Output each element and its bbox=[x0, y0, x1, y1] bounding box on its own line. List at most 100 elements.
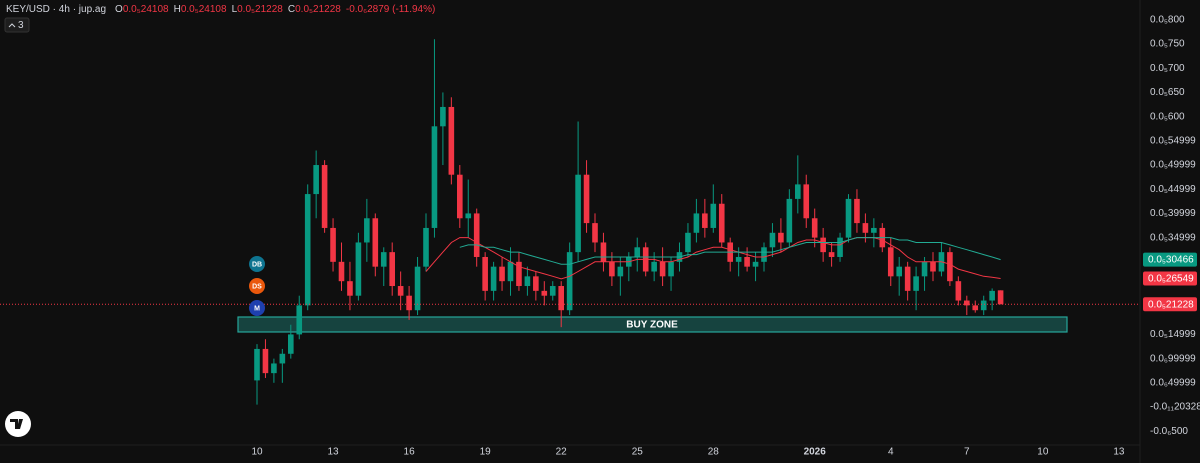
candle-body bbox=[566, 252, 573, 311]
candle-body bbox=[668, 261, 674, 277]
price-label-box bbox=[1143, 297, 1197, 312]
candle-body bbox=[930, 261, 936, 272]
chevron[interactable] bbox=[8, 23, 16, 28]
candle-body bbox=[997, 290, 1004, 305]
candle-body bbox=[482, 256, 488, 291]
x-tick-label: 28 bbox=[708, 447, 720, 458]
candle-body bbox=[364, 218, 370, 243]
candle-body bbox=[769, 232, 776, 248]
candle-body bbox=[516, 261, 522, 287]
y-tick-label: 0.0₅49999 bbox=[1150, 160, 1196, 171]
ohlc-value: 0.0₅21228 bbox=[295, 4, 341, 15]
candle-body bbox=[583, 174, 590, 224]
candle-body bbox=[702, 213, 708, 228]
candle-body bbox=[380, 252, 387, 267]
candle-body bbox=[440, 106, 446, 127]
badge[interactable] bbox=[249, 256, 265, 272]
ma-line bbox=[459, 237, 1001, 265]
candle-body bbox=[431, 126, 438, 228]
price-label: 0.0₅26549 bbox=[1148, 274, 1194, 285]
price-label: 0.0₅30466 bbox=[1148, 255, 1194, 266]
candle-body bbox=[744, 256, 750, 267]
candle-body bbox=[524, 276, 531, 287]
candle-body bbox=[558, 286, 564, 311]
badge-text: DB bbox=[252, 261, 262, 268]
candle-body bbox=[321, 165, 328, 228]
toggle-box[interactable] bbox=[4, 17, 30, 33]
candle-body bbox=[735, 256, 742, 262]
candle-body bbox=[254, 348, 260, 381]
x-tick-label: 2026 bbox=[804, 447, 827, 458]
badge[interactable] bbox=[249, 278, 265, 294]
candle-body bbox=[871, 227, 877, 233]
legend: KEY/USD · 4h · jup.ag O0.0₅24108 H0.0₅2410… bbox=[6, 4, 435, 15]
candle-body bbox=[718, 203, 725, 243]
y-tick-label: 0.0₅54999 bbox=[1150, 135, 1196, 146]
candle-body bbox=[499, 266, 505, 282]
candle-body bbox=[955, 281, 962, 301]
indicator-toggle[interactable]: 3 bbox=[4, 17, 30, 33]
indicator-count[interactable]: 3 bbox=[18, 20, 24, 31]
candle-body bbox=[465, 213, 472, 219]
candle-body bbox=[457, 174, 463, 219]
candle-body bbox=[854, 198, 860, 224]
ohlc-key: L bbox=[232, 4, 238, 15]
candle-body bbox=[448, 106, 455, 175]
candle-body bbox=[423, 227, 429, 267]
ma-line bbox=[425, 237, 1001, 280]
x-tick-label: 10 bbox=[1037, 447, 1049, 458]
price-label: 0.0₅21228 bbox=[1148, 299, 1194, 310]
candle-body bbox=[845, 198, 852, 238]
y-tick-label: -0.0₁₁20328 bbox=[1150, 402, 1200, 413]
candle-body bbox=[761, 247, 767, 262]
candle-body bbox=[904, 266, 911, 291]
y-tick-label: 0.0₅44999 bbox=[1150, 184, 1196, 195]
candle-body bbox=[355, 242, 362, 296]
candle-body bbox=[685, 232, 691, 253]
candle-body bbox=[634, 247, 641, 257]
candle-body bbox=[313, 165, 319, 195]
candle-body bbox=[592, 223, 598, 243]
tv-logo[interactable] bbox=[5, 411, 31, 437]
candle-body bbox=[533, 276, 539, 291]
badge-text: DS bbox=[252, 283, 262, 290]
y-tick-label: 0.0₆49999 bbox=[1150, 377, 1196, 388]
badge-text: M bbox=[254, 305, 260, 312]
candle-body bbox=[651, 261, 657, 272]
x-tick-label: 10 bbox=[251, 447, 263, 458]
change: -0.0₆2879 (-11.94%) bbox=[346, 4, 435, 15]
candle-body bbox=[271, 363, 277, 374]
x-tick-label: 22 bbox=[556, 447, 568, 458]
y-tick-label: 0.0₅39999 bbox=[1150, 208, 1196, 219]
candle-body bbox=[693, 213, 700, 233]
candle-body bbox=[473, 213, 480, 257]
candle-body bbox=[828, 252, 835, 257]
candle-body bbox=[389, 252, 395, 287]
candle-body bbox=[406, 295, 412, 311]
price-label-box bbox=[1143, 252, 1197, 267]
candle-body bbox=[549, 286, 556, 296]
ohlc-key: C bbox=[288, 4, 295, 15]
candle-body bbox=[778, 232, 784, 243]
candle-body bbox=[980, 300, 987, 311]
candle-body bbox=[659, 261, 666, 277]
candle-body bbox=[811, 218, 818, 238]
candle-body bbox=[414, 266, 421, 311]
candle-body bbox=[913, 276, 919, 291]
candle-body bbox=[541, 290, 548, 296]
candle-body bbox=[617, 266, 624, 277]
candle-body bbox=[600, 242, 607, 262]
ohlc-key: H bbox=[174, 4, 181, 15]
candle-body bbox=[490, 266, 497, 291]
candle-body bbox=[372, 218, 379, 267]
badge[interactable] bbox=[249, 300, 265, 316]
y-tick-label: 0.0₅700 bbox=[1150, 63, 1185, 74]
candle-body bbox=[296, 305, 303, 335]
y-tick-label: -0.0₆500 bbox=[1150, 426, 1188, 437]
x-tick-label: 13 bbox=[327, 447, 339, 458]
y-tick-label: 0.0₅650 bbox=[1150, 87, 1185, 98]
y-tick-label: 0.0₅34999 bbox=[1150, 232, 1196, 243]
symbol: KEY/USD · 4h · jup.ag bbox=[6, 4, 106, 15]
candle-body bbox=[896, 266, 902, 277]
logo-mark[interactable] bbox=[10, 419, 23, 429]
